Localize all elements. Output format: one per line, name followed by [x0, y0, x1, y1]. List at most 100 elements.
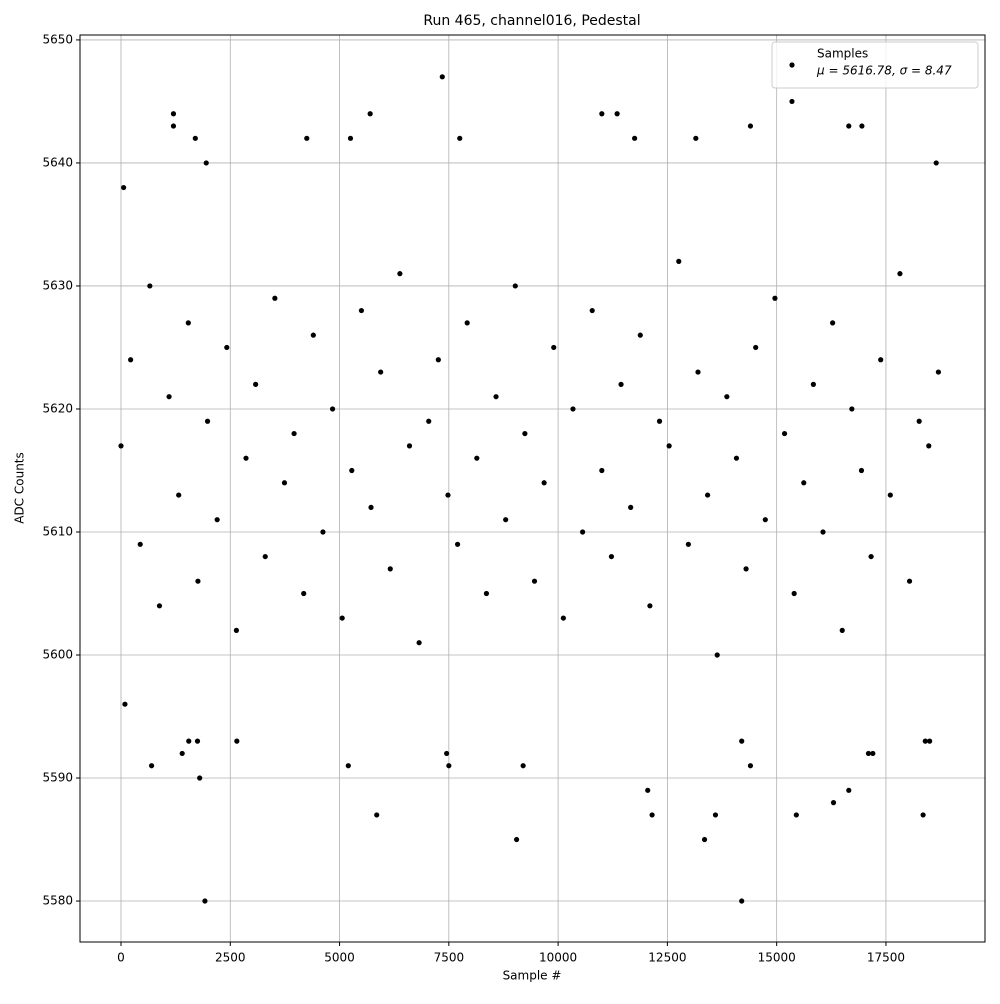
point: [513, 836, 520, 843]
point: [522, 430, 528, 437]
x-tick-label: 17500: [867, 951, 905, 965]
x-tick-label: 7500: [434, 951, 465, 965]
point: [747, 763, 754, 769]
point: [291, 430, 297, 437]
point: [339, 615, 345, 621]
point: [148, 763, 155, 769]
point: [685, 541, 691, 547]
point: [224, 344, 230, 351]
point: [579, 529, 586, 535]
x-tick-label: 15000: [758, 951, 796, 965]
point: [878, 357, 884, 363]
point: [176, 492, 182, 498]
point: [846, 123, 852, 129]
point: [387, 566, 393, 572]
point: [137, 541, 143, 547]
point: [435, 357, 441, 363]
y-tick-label: 5590: [42, 771, 73, 785]
point: [121, 184, 127, 191]
point: [531, 578, 538, 584]
point: [676, 258, 682, 264]
point: [747, 123, 754, 129]
point: [397, 271, 403, 277]
point: [608, 553, 615, 560]
point: [474, 455, 480, 461]
point: [464, 320, 470, 326]
point: [185, 320, 191, 326]
point: [347, 135, 354, 141]
point: [493, 394, 499, 400]
point: [320, 529, 326, 535]
point: [762, 517, 768, 523]
point: [118, 443, 124, 449]
point: [122, 701, 128, 707]
point: [560, 615, 566, 621]
y-axis-label: ADC Counts: [13, 452, 27, 524]
point: [551, 344, 557, 351]
point: [789, 98, 795, 105]
point: [870, 750, 876, 757]
point: [599, 467, 605, 474]
point: [374, 812, 380, 818]
point: [445, 492, 451, 498]
y-tick-label: 5640: [42, 155, 73, 169]
point: [820, 529, 826, 535]
point: [204, 418, 211, 424]
point: [203, 160, 209, 166]
point: [753, 344, 759, 351]
point: [281, 480, 288, 486]
chart-title: Run 465, channel016, Pedestal: [423, 13, 640, 29]
point: [253, 381, 259, 387]
point: [503, 517, 509, 523]
point: [618, 381, 624, 387]
x-tick-label: 2500: [215, 951, 246, 965]
point: [922, 738, 928, 744]
point: [599, 111, 605, 117]
point: [128, 357, 134, 363]
point: [170, 111, 177, 117]
point: [378, 369, 384, 375]
point: [358, 307, 365, 314]
point: [714, 652, 720, 658]
point: [194, 738, 201, 744]
point: [520, 763, 526, 769]
point: [859, 123, 865, 129]
point: [166, 394, 172, 400]
x-tick-label: 5000: [324, 951, 355, 965]
point: [192, 135, 198, 141]
point: [743, 566, 749, 572]
x-axis-label: Sample #: [503, 969, 562, 983]
point: [628, 504, 634, 510]
plot-frame: [79, 34, 986, 943]
point: [416, 640, 422, 646]
point: [272, 295, 278, 301]
x-tick-label: 10000: [539, 951, 577, 965]
point: [234, 738, 240, 744]
point: [541, 480, 547, 486]
point: [262, 553, 268, 560]
point: [849, 406, 855, 412]
point: [666, 443, 672, 449]
legend-label: Samples: [817, 47, 868, 61]
point: [830, 320, 836, 326]
x-tick-label: 0: [117, 951, 125, 965]
y-tick-label: 5650: [42, 32, 73, 46]
point: [301, 590, 307, 597]
point: [202, 898, 208, 904]
point: [214, 517, 220, 523]
point: [739, 898, 745, 904]
point: [712, 812, 719, 818]
point: [647, 603, 653, 609]
point: [614, 111, 620, 117]
point: [156, 603, 163, 609]
point: [589, 307, 595, 314]
point: [656, 418, 663, 424]
point: [701, 836, 708, 843]
y-tick-label: 5620: [42, 401, 73, 415]
point: [243, 455, 249, 461]
point: [887, 492, 893, 498]
point: [349, 467, 355, 474]
point: [649, 812, 655, 818]
point: [457, 135, 463, 141]
